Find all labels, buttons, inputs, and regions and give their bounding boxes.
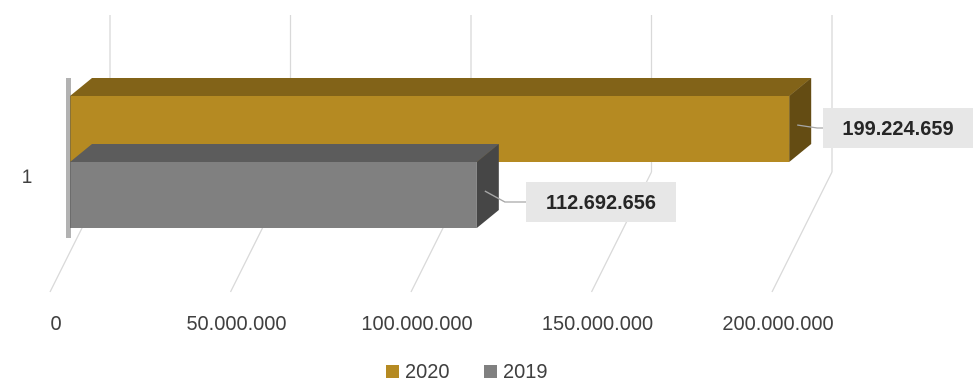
bar-2019 [70,144,499,228]
x-axis-ticks: 0 50.000.000 100.000.000 150.000.000 200.000… [50,313,833,335]
leader-line [484,190,526,203]
category-label: 1 [22,167,33,188]
legend-swatch [484,365,497,378]
y-axis-categories: 1 [22,167,33,188]
legend: 2020 2019 [386,361,548,383]
legend-label: 2019 [503,361,548,383]
data-label-box [526,182,676,222]
data-label-2020: 199.224.659 [797,108,973,148]
bar-2020 [70,78,812,162]
floor-gridline [771,171,833,293]
x-tick-label: 150.000.000 [542,313,653,335]
x-tick-label: 50.000.000 [186,313,286,335]
bar-front-face [70,162,477,228]
x-tick-label: 200.000.000 [722,313,833,335]
data-label-box [823,108,973,148]
data-labels: 199.224.659 112.692.656 [484,108,973,222]
bar-side-face [476,144,499,228]
legend-label: 2020 [405,361,450,383]
legend-item-2020: 2020 [386,361,450,383]
bar-top-face [70,78,812,96]
data-label-2019: 112.692.656 [484,182,676,222]
x-tick-label: 100.000.000 [361,313,472,335]
data-label-text: 199.224.659 [842,118,953,140]
data-label-text: 112.692.656 [546,192,656,214]
legend-item-2019: 2019 [484,361,548,383]
bar-side-face [789,78,812,162]
x-tick-label: 0 [50,313,61,335]
bar-left-edge [66,78,71,238]
leader-line [797,124,823,129]
legend-swatch [386,365,399,378]
bars [66,78,812,238]
bar-top-face [70,144,499,162]
